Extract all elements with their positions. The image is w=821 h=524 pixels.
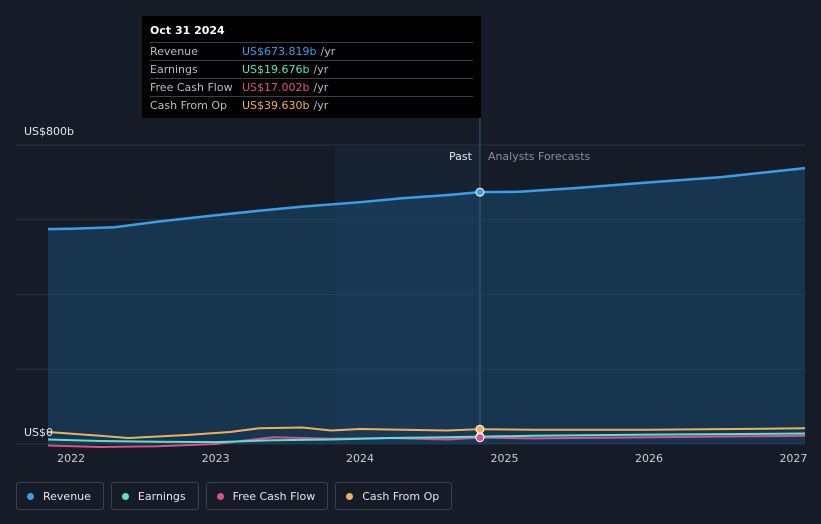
tooltip-unit: /yr	[313, 63, 329, 76]
marker-free-cash-flow	[475, 433, 485, 443]
tooltip-label: Revenue	[150, 45, 198, 58]
revenue-area-fill	[48, 168, 805, 445]
past-label: Past	[449, 150, 473, 163]
series-line-earnings	[47, 432, 806, 444]
legend-dot-icon	[216, 492, 224, 500]
legend-item-revenue[interactable]: Revenue	[16, 482, 104, 510]
x-tick-label: 2026	[635, 452, 663, 465]
tooltip-value: US$19.676b	[242, 63, 310, 76]
legend-label: Earnings	[137, 489, 186, 503]
x-tick-label: 2025	[491, 452, 519, 465]
legend-item-earnings[interactable]: Earnings	[110, 482, 199, 510]
series-line-cash-from-op	[47, 426, 806, 440]
legend: Revenue Earnings Free Cash Flow Cash Fro…	[16, 482, 453, 510]
legend-label: Free Cash Flow	[232, 489, 316, 503]
legend-label: Cash From Op	[362, 489, 440, 503]
revenue-area	[48, 168, 805, 445]
tooltip-date: Oct 31 2024	[150, 24, 473, 43]
x-tick-label: 2023	[202, 452, 230, 465]
legend-dot-icon	[346, 492, 354, 500]
x-tick-label: 2022	[57, 452, 85, 465]
y-tick-label: US$0	[24, 426, 53, 439]
tooltip-unit: /yr	[313, 99, 329, 112]
legend-item-free-cash-flow[interactable]: Free Cash Flow	[205, 482, 329, 510]
chart: US$800b US$0 2022 2023 2024 2025 2026 2027 Past…	[16, 118, 807, 465]
x-tick-label: 2027	[779, 452, 807, 465]
forecast-label: Analysts Forecasts	[488, 150, 591, 163]
tooltip-value: US$39.630b	[242, 99, 310, 112]
legend-item-cash-from-op[interactable]: Cash From Op	[335, 482, 453, 510]
tooltip-label: Earnings	[150, 63, 198, 76]
tooltip-row-earnings: Earnings US$19.676b /yr	[150, 61, 473, 79]
legend-dot-icon	[121, 492, 129, 500]
y-tick-label: US$800b	[24, 125, 74, 138]
series-line-revenue	[47, 166, 806, 231]
legend-dot-icon	[27, 492, 34, 500]
tooltip: Oct 31 2024 Revenue US$673.819b /yr Earn…	[142, 16, 481, 118]
tooltip-label: Free Cash Flow	[150, 81, 233, 94]
hover-markers	[475, 187, 485, 443]
x-tick-label: 2024	[346, 452, 374, 465]
tooltip-unit: /yr	[313, 81, 329, 94]
axis-labels: US$800b US$0 2022 2023 2024 2025 2026 2027	[24, 125, 807, 465]
tooltip-value: US$673.819b	[242, 45, 317, 58]
tooltip-label: Cash From Op	[150, 99, 228, 112]
tooltip-value: US$17.002b	[242, 81, 310, 94]
tooltip-row-cash-from-op: Cash From Op US$39.630b /yr	[150, 97, 473, 114]
tooltip-row-free-cash-flow: Free Cash Flow US$17.002b /yr	[150, 79, 473, 97]
tooltip-unit: /yr	[320, 45, 336, 58]
legend-label: Revenue	[43, 489, 91, 503]
marker-revenue	[475, 187, 485, 197]
tooltip-row-revenue: Revenue US$673.819b /yr	[150, 43, 473, 61]
marker-cash-from-op	[475, 424, 485, 434]
series-lines	[47, 166, 806, 448]
